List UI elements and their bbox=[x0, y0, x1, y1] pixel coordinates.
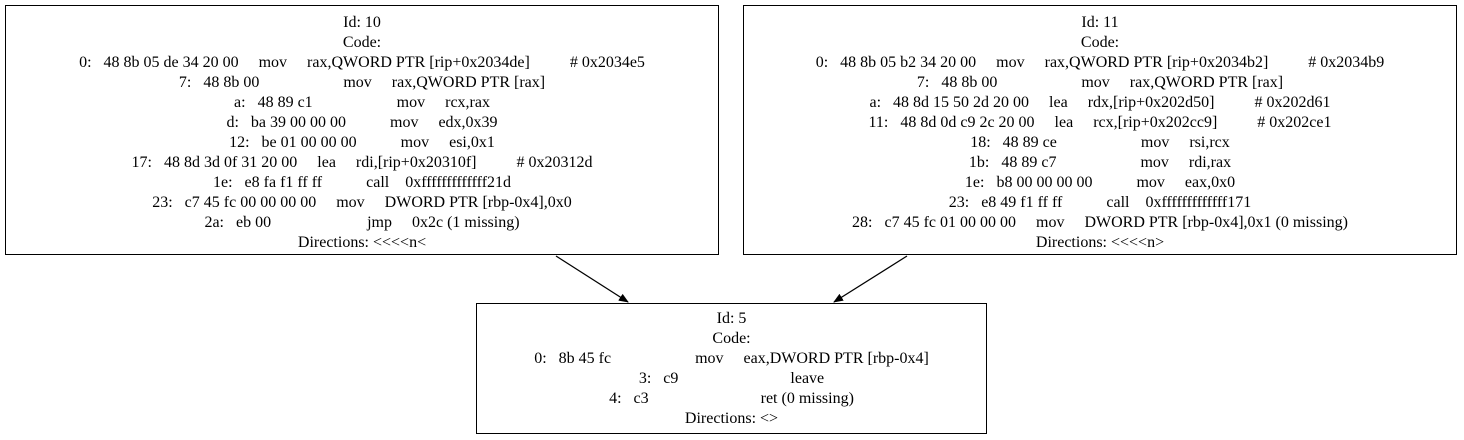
directions-label: Directions: <> bbox=[684, 410, 779, 427]
node-11: Id: 11 Code: 0: 48 8b 05 b2 34 20 00 mov… bbox=[743, 5, 1457, 255]
edge-10-to-5 bbox=[555, 255, 629, 303]
code-line: 0: 48 8b 05 de 34 20 00 mov rax,QWORD PT… bbox=[79, 54, 645, 71]
code-line: 1e: b8 00 00 00 00 mov eax,0x0 bbox=[964, 174, 1236, 191]
code-line: 12: be 01 00 00 00 mov esi,0x1 bbox=[229, 134, 495, 151]
code-line: 18: 48 89 ce mov rsi,rcx bbox=[970, 134, 1230, 151]
code-line: a: 48 8d 15 50 2d 20 00 lea rdx,[rip+0x2… bbox=[869, 94, 1331, 111]
directions-label: Directions: <<<<n> bbox=[1035, 234, 1165, 251]
code-line: 1b: 48 89 c7 mov rdi,rax bbox=[968, 154, 1232, 171]
code-line: d: ba 39 00 00 00 mov edx,0x39 bbox=[226, 114, 498, 131]
node-10: Id: 10 Code: 0: 48 8b 05 de 34 20 00 mov… bbox=[5, 5, 719, 255]
node-id: Id: 10 bbox=[343, 14, 381, 31]
code-label: Code: bbox=[342, 34, 382, 51]
code-line: 0: 48 8b 05 b2 34 20 00 mov rax,QWORD PT… bbox=[815, 54, 1385, 71]
node-id: Id: 5 bbox=[716, 310, 747, 327]
code-label: Code: bbox=[1080, 34, 1120, 51]
code-line: 1e: e8 fa f1 ff ff call 0xfffffffffffff2… bbox=[212, 174, 512, 191]
node-11-lines: Id: 11 Code: 0: 48 8b 05 b2 34 20 00 mov… bbox=[744, 6, 1456, 254]
code-line: 23: e8 49 f1 ff ff call 0xfffffffffffff1… bbox=[948, 194, 1252, 211]
code-line: 28: c7 45 fc 01 00 00 00 mov DWORD PTR [… bbox=[852, 214, 1348, 231]
code-label: Code: bbox=[712, 330, 751, 347]
node-10-lines: Id: 10 Code: 0: 48 8b 05 de 34 20 00 mov… bbox=[6, 6, 718, 254]
node-id: Id: 11 bbox=[1081, 14, 1119, 31]
node-5: Id: 5 Code: 0: 8b 45 fc mov eax,DWORD PT… bbox=[476, 303, 987, 434]
code-line: 23: c7 45 fc 00 00 00 00 mov DWORD PTR [… bbox=[152, 194, 572, 211]
code-line: 17: 48 8d 3d 0f 31 20 00 lea rdi,[rip+0x… bbox=[131, 154, 593, 171]
code-line: 7: 48 8b 00 mov rax,QWORD PTR [rax] bbox=[916, 74, 1284, 91]
node-5-lines: Id: 5 Code: 0: 8b 45 fc mov eax,DWORD PT… bbox=[477, 304, 986, 433]
code-line: 2a: eb 00 jmp 0x2c (1 missing) bbox=[204, 214, 520, 231]
code-line: 3: c9 leave bbox=[638, 370, 825, 387]
code-line: 11: 48 8d 0d c9 2c 20 00 lea rcx,[rip+0x… bbox=[868, 114, 1332, 131]
edge-11-to-5 bbox=[833, 255, 908, 303]
directions-label: Directions: <<<<n< bbox=[297, 234, 427, 251]
code-line: 0: 8b 45 fc mov eax,DWORD PTR [rbp-0x4] bbox=[534, 350, 929, 367]
code-line: 7: 48 8b 00 mov rax,QWORD PTR [rax] bbox=[178, 74, 546, 91]
code-line: 4: c3 ret (0 missing) bbox=[609, 390, 854, 407]
code-line: a: 48 89 c1 mov rcx,rax bbox=[234, 94, 490, 111]
